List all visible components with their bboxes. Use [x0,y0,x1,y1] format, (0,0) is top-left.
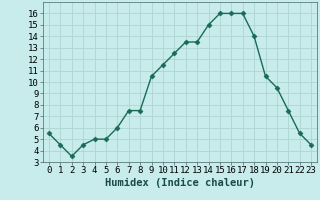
X-axis label: Humidex (Indice chaleur): Humidex (Indice chaleur) [105,178,255,188]
